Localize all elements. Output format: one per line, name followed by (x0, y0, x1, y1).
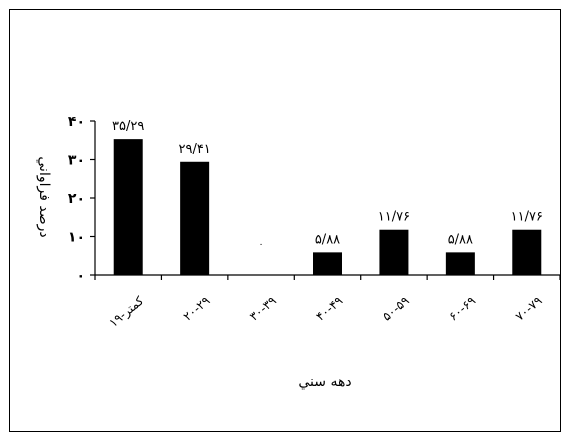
bar (445, 252, 475, 275)
x-axis-label: دهه سني (298, 374, 351, 390)
x-tick-label: ۶۰-۶۹ (446, 294, 478, 324)
y-ticks: ۰ ۱۰ ۲۰ ۳۰ ۴۰ (68, 114, 95, 284)
data-label: ۵/۸۸ (448, 232, 473, 247)
data-label: ۲۹/۴۱ (178, 142, 210, 157)
data-label: ۱۱/۷۶ (511, 210, 543, 225)
bar (313, 252, 342, 275)
y-tick-label: ۲۰ (68, 191, 85, 207)
bars (113, 139, 542, 275)
x-tick-label: ۵۰-۵۹ (380, 294, 412, 324)
x-tick-label: ۱۹-کمتر (106, 293, 147, 330)
data-label: ۵/۸۸ (315, 232, 340, 247)
bar (512, 229, 542, 275)
y-tick-label: ۳۰ (68, 153, 85, 169)
bar (379, 229, 409, 275)
data-label: ۳۵/۲۹ (112, 119, 144, 134)
data-label: ۰ (259, 240, 264, 250)
y-tick-label: ۰ (76, 268, 85, 284)
chart-axes (94, 121, 560, 276)
x-tick-label: ۳۰-۳۹ (247, 294, 279, 324)
y-tick-label: ۴۰ (68, 114, 85, 130)
x-tick-label: ۴۰-۴۹ (313, 294, 345, 324)
data-label: ۱۱/۷۶ (378, 210, 410, 225)
x-tick-label: ۲۰-۲۹ (180, 294, 212, 324)
data-labels: ۳۵/۲۹ ۲۹/۴۱ ۰ ۵/۸۸ ۱۱/۷۶ ۵/۸۸ ۱۱/۷۶ (112, 119, 543, 250)
y-tick-label: ۱۰ (68, 230, 85, 246)
chart-frame (9, 9, 561, 432)
bar (180, 161, 210, 275)
x-ticks: ۱۹-کمتر ۲۰-۲۹ ۳۰-۳۹ ۴۰-۴۹ ۵۰-۵۹ ۶۰-۶۹ ۷۰-۷۹ (94, 275, 561, 331)
bar (113, 139, 143, 275)
x-tick-label: ۷۰-۷۹ (513, 294, 545, 324)
y-axis-label: درصد فراواني (36, 156, 52, 237)
